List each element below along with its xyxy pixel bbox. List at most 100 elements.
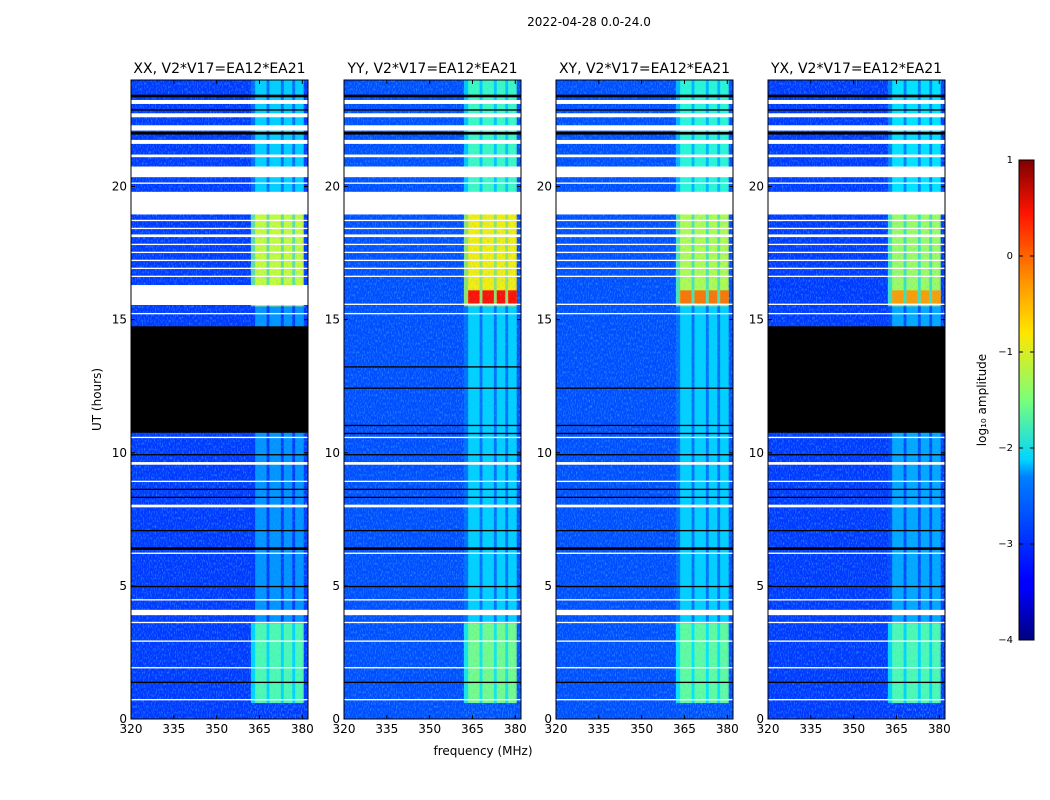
y-tick-label: 5 (119, 579, 127, 593)
x-tick-label: 380 (504, 722, 527, 736)
flagged-row-black (556, 454, 733, 456)
flagged-row-white (131, 219, 308, 222)
flagged-row-black (768, 547, 945, 550)
flagged-row-black (768, 496, 945, 499)
flagged-row-white (131, 699, 308, 701)
y-tick-label: 20 (325, 180, 340, 194)
flagged-row-white (131, 640, 308, 642)
x-tick-label: 335 (375, 722, 398, 736)
axes-frame (555, 79, 734, 720)
flagged-row-white (344, 99, 521, 104)
flagged-row-white (344, 436, 521, 439)
flagged-row-black (768, 681, 945, 684)
x-tick-label: 380 (928, 722, 951, 736)
flagged-row-black (344, 432, 521, 435)
flagged-row-white (768, 504, 945, 508)
flagged-row-white (556, 154, 733, 158)
y-tick-label: 10 (112, 446, 127, 460)
flagged-row-white (131, 462, 308, 465)
flagged-row-white (344, 113, 521, 118)
flagged-row-white (344, 621, 521, 624)
flagged-row-white (556, 219, 733, 222)
flagged-row-white (131, 125, 308, 131)
panel-title: XY, V2*V17=EA12*EA21 (559, 61, 730, 77)
flagged-row-black (768, 585, 945, 588)
flagged-row-black (131, 585, 308, 588)
flagged-row-white (344, 480, 521, 483)
x-tick-label: 365 (885, 722, 908, 736)
flagged-row-black (768, 454, 945, 456)
y-tick-label: 15 (112, 313, 127, 327)
flagged-row-white (344, 552, 521, 554)
flagged-row-white (768, 154, 945, 158)
colorbar-tick-label: 0 (1007, 251, 1013, 262)
flagged-row-white (768, 219, 945, 222)
flagged-row-white (131, 275, 308, 278)
flagged-row-black (344, 424, 521, 427)
flagged-row-white (556, 621, 733, 624)
axes-frame (130, 79, 309, 720)
flagged-row-white (768, 667, 945, 669)
flagged-row-white (344, 139, 521, 144)
flagged-row-white (131, 267, 308, 270)
flagged-row-black (556, 496, 733, 499)
flagged-row-white (344, 667, 521, 669)
flagged-row-white (768, 267, 945, 270)
x-axis-label: frequency (MHz) (433, 744, 532, 758)
flagged-row-white (556, 191, 733, 215)
flagged-row-white (768, 125, 945, 131)
flagged-row-black (131, 131, 308, 135)
flagged-row-white (344, 234, 521, 238)
flagged-row-white (131, 113, 308, 118)
flagged-row-white (768, 303, 945, 305)
flagged-row-white (556, 234, 733, 238)
flagged-row-black (556, 387, 733, 389)
y-tick-label: 20 (537, 180, 552, 194)
colorbar: 1 0 −1 −2 −3 −4 log₁₀ amplitude (975, 155, 1035, 646)
flagged-row-white (131, 312, 308, 315)
x-tick-label: 320 (545, 722, 568, 736)
flagged-row-white (556, 99, 733, 104)
flagged-row-white (131, 166, 308, 178)
flagged-row-white (344, 462, 521, 465)
flagged-row-white (131, 436, 308, 439)
flagged-row-black (556, 681, 733, 684)
x-tick-label: 350 (205, 722, 228, 736)
flagged-row-white (131, 667, 308, 669)
flagged-row-white (131, 191, 308, 215)
x-tick-label: 320 (120, 722, 143, 736)
flagged-row-white (768, 621, 945, 624)
figure-suptitle: 2022-04-28 0.0-24.0 (527, 15, 651, 29)
flagged-row-white (768, 182, 945, 184)
y-tick-label: 0 (544, 712, 552, 726)
flagged-row-white (344, 227, 521, 230)
flagged-row-black (556, 94, 733, 98)
flagged-row-white (556, 480, 733, 483)
flagged-row-white (768, 640, 945, 642)
flagged-row-white (131, 154, 308, 158)
y-tick-label: 0 (119, 712, 127, 726)
flagged-row-white (768, 191, 945, 215)
flagged-row-black (131, 109, 308, 111)
flagged-row-white (131, 99, 308, 104)
flagged-row-white (131, 227, 308, 230)
flagged-row-white (556, 303, 733, 305)
x-tick-label: 335 (799, 722, 822, 736)
y-tick-label: 20 (112, 180, 127, 194)
flagged-row-white (131, 139, 308, 144)
flagged-row-white (556, 227, 733, 230)
axes-frame (343, 79, 522, 720)
flagged-row-black (131, 488, 308, 491)
x-tick-label: 380 (291, 722, 314, 736)
flagged-row-white (131, 234, 308, 238)
flagged-row-white (556, 462, 733, 465)
flagged-row-white (344, 275, 521, 278)
x-tick-label: 350 (842, 722, 865, 736)
flagged-row-white (556, 267, 733, 270)
x-tick-label: 335 (587, 722, 610, 736)
flagged-row-white (131, 504, 308, 508)
flagged-row-white (131, 285, 308, 305)
flagged-row-white (556, 275, 733, 278)
flagged-row-white (131, 480, 308, 483)
colorbar-tick-label: 1 (1007, 155, 1013, 166)
